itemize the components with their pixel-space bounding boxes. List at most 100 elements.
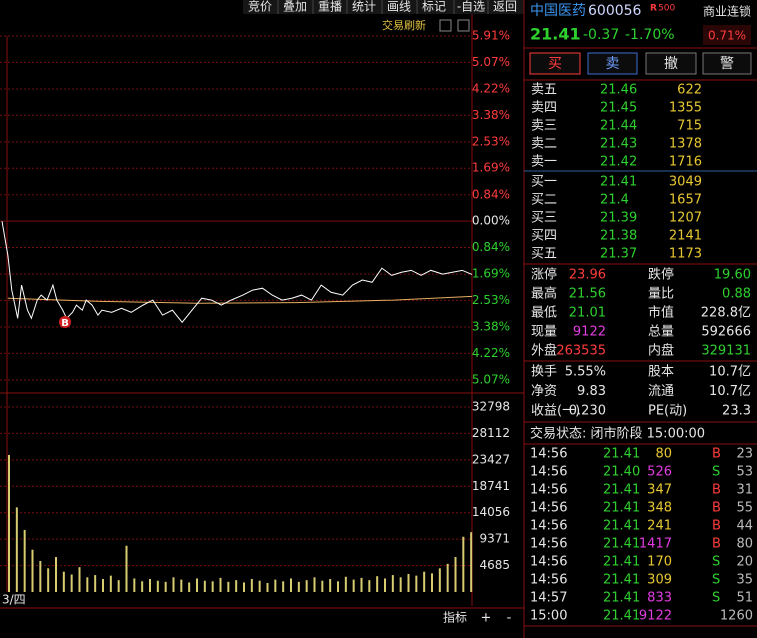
trade-price: 21.41 (603, 501, 640, 516)
trade-marker: B (61, 318, 69, 329)
toolbar-button[interactable]: 统计 (352, 0, 376, 14)
price-change-pct: -1.70% (625, 27, 675, 43)
trade-button[interactable] (529, 52, 581, 75)
volume-bar (219, 577, 222, 592)
trade-price: 21.41 (603, 609, 640, 624)
toolbar-button[interactable]: -自选 (457, 0, 485, 14)
trade-price: 21.41 (603, 537, 640, 552)
icon (457, 19, 470, 32)
trade-button-label[interactable]: 警 (720, 56, 734, 72)
volume-bar (407, 573, 410, 592)
trade-button-label[interactable]: 撤 (664, 56, 678, 72)
toolbar-button[interactable]: 叠加 (283, 0, 307, 14)
volume-bar (156, 580, 159, 592)
fund-label: PE(动) (648, 404, 687, 419)
volume-bar (415, 575, 418, 592)
book-volume: 3049 (669, 175, 702, 190)
book-volume: 622 (677, 83, 702, 98)
toolbar-button[interactable]: 竞价 (248, 0, 272, 14)
trade-time: 14:56 (530, 447, 567, 462)
volume-bar (431, 573, 433, 592)
trade-volume: 1417 (639, 537, 672, 552)
last-price: 21.41 (530, 25, 581, 44)
trade-volume: 348 (647, 501, 672, 516)
trade-button[interactable] (587, 52, 638, 75)
trade-side: B (712, 447, 721, 462)
fund-value: 23.3 (722, 404, 751, 419)
y-tick-label: 2.53% (472, 293, 510, 307)
fund-value: 5.55% (565, 365, 606, 380)
trade-count: 51 (736, 591, 753, 606)
y-tick-label: 4.22% (472, 81, 510, 95)
toolbar-button[interactable]: 返回 (493, 0, 517, 14)
fund-label: 股本 (648, 365, 674, 380)
book-label: 卖二 (531, 137, 557, 152)
trade-count: 31 (736, 483, 753, 498)
volume-bar (86, 577, 89, 592)
trade-price: 21.41 (603, 447, 640, 462)
volume-bar (39, 560, 42, 592)
volume-bar (172, 577, 175, 592)
book-label: 买二 (531, 193, 557, 208)
book-price: 21.39 (600, 211, 637, 226)
toolbar-button[interactable]: 画线 (387, 0, 411, 14)
volume-bar (8, 454, 10, 592)
fund-value: 0.230 (569, 404, 606, 419)
y-tick-label: 0.00% (472, 214, 510, 228)
volume-bar (321, 580, 324, 592)
trade-side: S (712, 465, 720, 480)
volume-bar (243, 582, 245, 592)
volume-bar (235, 580, 238, 592)
volume-bar (344, 576, 347, 592)
trade-side: S (712, 573, 720, 588)
trade-button[interactable] (645, 52, 697, 75)
toolbar-button[interactable]: 重播 (318, 0, 342, 14)
volume-bar (376, 576, 379, 592)
trade-button-label[interactable]: 卖 (606, 56, 620, 72)
trade-volume: 9122 (639, 609, 672, 624)
trade-count: 20 (736, 555, 753, 570)
price-line (1, 221, 473, 324)
book-label: 卖三 (531, 119, 557, 134)
volume-tick-label: 4685 (479, 558, 510, 572)
trade-count: 80 (736, 537, 753, 552)
volume-bar (94, 575, 97, 592)
stat-label: 跌停 (648, 267, 674, 283)
volume-bar (62, 571, 65, 592)
book-volume: 2141 (669, 229, 702, 244)
book-price: 21.45 (600, 101, 637, 116)
zoom-in[interactable]: + (481, 611, 492, 626)
zoom-out[interactable]: - (507, 611, 512, 626)
trade-side: S (712, 591, 720, 606)
trade-count: 55 (736, 501, 753, 516)
volume-bar (180, 579, 183, 592)
sector-change: 0.71% (708, 29, 746, 43)
toolbar-button[interactable]: 标记 (422, 0, 446, 14)
stat-value: 21.56 (569, 287, 606, 302)
trade-volume: 309 (647, 573, 672, 588)
volume-bar (470, 532, 473, 592)
trade-side: B (712, 519, 721, 534)
trade-button-label[interactable]: 买 (548, 56, 562, 72)
book-price: 21.37 (600, 247, 637, 262)
volume-bar (446, 563, 449, 592)
volume-tick-label: 9371 (479, 532, 510, 546)
trade-time: 15:00 (530, 609, 567, 624)
book-volume: 1207 (669, 211, 702, 226)
fund-label: 流通 (648, 384, 674, 399)
volume-bar (164, 581, 167, 592)
book-price: 21.4 (600, 193, 629, 208)
stat-value: 329131 (701, 344, 751, 359)
trade-count: 35 (736, 573, 753, 588)
trade-price: 21.41 (603, 573, 640, 588)
volume-bar (149, 579, 151, 592)
indicator-button[interactable]: 指标 (443, 610, 467, 625)
trade-time: 14:56 (530, 465, 567, 480)
stock-code: 600056 (588, 3, 642, 19)
book-volume: 1173 (669, 247, 702, 262)
book-volume: 1716 (669, 155, 702, 170)
y-tick-label: 2.53% (472, 134, 510, 148)
trade-button[interactable] (702, 52, 752, 75)
y-tick-label: 5.07% (472, 373, 510, 387)
stat-label: 市值 (648, 305, 674, 321)
